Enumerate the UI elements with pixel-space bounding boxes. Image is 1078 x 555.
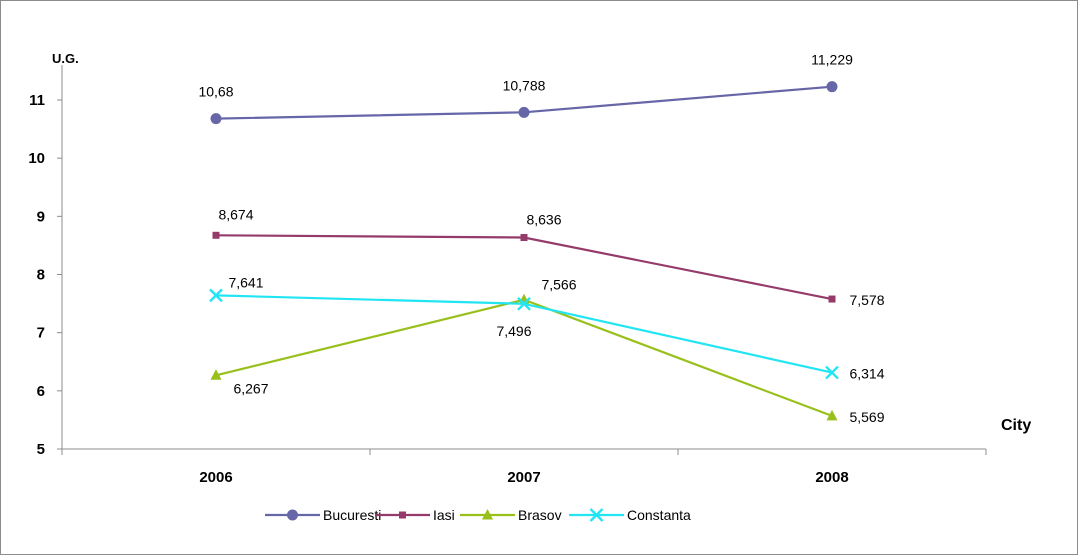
data-point-bucuresti — [826, 81, 838, 93]
data-point-iasi — [828, 295, 836, 303]
series-brasov: 6,267 7,566 5,569 — [210, 277, 885, 425]
x-tick-label: 2008 — [815, 469, 848, 486]
legend: Bucuresti Iasi Brasov Constanta — [265, 507, 691, 523]
data-label-bucuresti: 10,68 — [198, 84, 233, 100]
axes — [61, 65, 986, 450]
data-point-brasov — [210, 369, 222, 380]
y-tick-label: 10 — [28, 150, 45, 167]
legend-marker — [399, 511, 406, 519]
y-tick-label: 5 — [37, 441, 45, 458]
legend-label: Iasi — [433, 507, 455, 523]
data-point-brasov — [826, 409, 838, 421]
y-tick-label: 8 — [37, 267, 45, 284]
series-bucuresti: 10,68 10,788 11,229 — [198, 52, 853, 125]
legend-item-iasi: Iasi — [375, 507, 455, 523]
legend-marker — [482, 509, 493, 520]
data-point-constanta — [825, 365, 839, 380]
y-axis-ticks: 5 6 7 8 9 10 11 — [28, 92, 62, 458]
data-label-iasi: 7,578 — [849, 292, 884, 308]
legend-label: Constanta — [627, 507, 691, 523]
data-label-brasov: 6,267 — [233, 380, 268, 396]
data-label-bucuresti: 10,788 — [503, 77, 546, 93]
data-label-brasov: 7,566 — [541, 277, 576, 293]
legend-item-brasov: Brasov — [460, 507, 562, 523]
x-tick-label: 2006 — [199, 469, 232, 486]
legend-marker — [287, 509, 298, 521]
legend-item-bucuresti: Bucuresti — [265, 507, 381, 523]
y-tick-label: 7 — [37, 325, 45, 342]
legend-label: Bucuresti — [323, 507, 381, 523]
x-axis-title: City — [1001, 417, 1031, 434]
x-tick-label: 2007 — [507, 469, 540, 486]
series-line-brasov — [215, 298, 833, 417]
series-line-iasi — [215, 234, 833, 301]
data-point-constanta — [209, 288, 223, 303]
data-label-brasov: 5,569 — [849, 409, 884, 425]
y-tick-label: 6 — [37, 383, 45, 400]
data-label-constanta: 7,641 — [228, 274, 263, 290]
y-tick-label: 11 — [29, 92, 45, 109]
legend-item-constanta: Constanta — [569, 507, 691, 523]
data-label-constanta: 7,496 — [496, 323, 531, 339]
data-label-iasi: 8,674 — [218, 206, 253, 222]
data-point-bucuresti — [518, 106, 530, 118]
series-iasi: 8,674 8,636 7,578 — [212, 206, 885, 308]
data-label-bucuresti: 11,229 — [811, 52, 853, 68]
data-point-iasi — [212, 231, 220, 239]
series-group: 10,68 10,788 11,229 8,674 8,636 7,578 6,267 7,5… — [198, 52, 884, 425]
legend-marker — [589, 508, 604, 522]
legend-label: Brasov — [518, 507, 562, 523]
y-tick-label: 9 — [37, 208, 45, 225]
data-label-constanta: 6,314 — [849, 366, 884, 382]
data-label-iasi: 8,636 — [526, 212, 561, 228]
y-axis-title: U.G. — [52, 51, 79, 66]
data-point-constanta — [517, 296, 531, 311]
x-axis-ticks: 2006 2007 2008 — [61, 449, 987, 486]
data-point-iasi — [520, 234, 528, 242]
series-constanta: 7,641 7,496 6,314 — [209, 274, 885, 382]
data-point-bucuresti — [210, 113, 222, 125]
